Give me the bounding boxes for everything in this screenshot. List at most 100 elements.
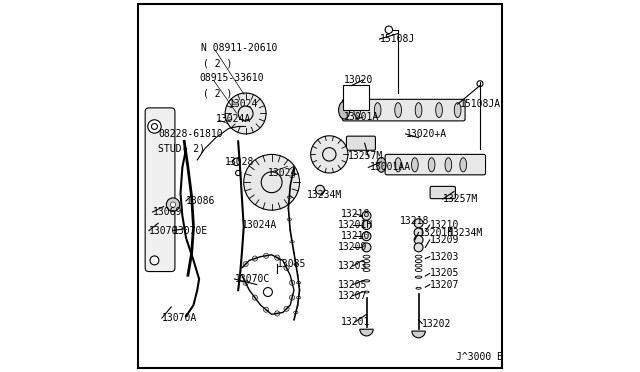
Ellipse shape	[412, 158, 418, 172]
Text: 13209: 13209	[338, 243, 367, 252]
Circle shape	[477, 81, 483, 87]
Ellipse shape	[363, 264, 370, 267]
Circle shape	[225, 93, 266, 134]
Text: 08228-61810: 08228-61810	[158, 129, 223, 139]
Text: 13218: 13218	[400, 217, 429, 226]
Circle shape	[414, 219, 423, 228]
Ellipse shape	[290, 241, 294, 243]
Text: 13205: 13205	[338, 280, 367, 289]
Text: 13203: 13203	[429, 252, 459, 262]
Circle shape	[264, 253, 269, 259]
Ellipse shape	[415, 255, 422, 258]
Text: 13070E: 13070E	[173, 226, 208, 235]
Ellipse shape	[415, 276, 422, 278]
Text: 13069: 13069	[152, 207, 182, 217]
Ellipse shape	[415, 260, 422, 263]
Ellipse shape	[436, 103, 442, 118]
Circle shape	[284, 306, 289, 311]
Ellipse shape	[374, 103, 381, 118]
Text: 13020+A: 13020+A	[406, 129, 447, 139]
Ellipse shape	[170, 202, 175, 207]
Text: 13070: 13070	[149, 226, 179, 235]
Circle shape	[362, 211, 371, 220]
Text: STUD( 2): STUD( 2)	[158, 144, 205, 154]
Circle shape	[414, 243, 423, 252]
Text: 15108J: 15108J	[380, 34, 415, 44]
Text: 13201H: 13201H	[419, 228, 454, 237]
Text: 13218: 13218	[340, 209, 370, 219]
Ellipse shape	[395, 158, 401, 172]
Text: 13205: 13205	[429, 269, 459, 278]
Ellipse shape	[290, 176, 294, 178]
Text: 13070A: 13070A	[162, 313, 197, 323]
Circle shape	[252, 256, 257, 261]
Circle shape	[243, 280, 248, 285]
Ellipse shape	[363, 255, 370, 258]
Ellipse shape	[415, 264, 422, 267]
Circle shape	[150, 256, 159, 265]
Ellipse shape	[416, 287, 421, 289]
Text: 13201: 13201	[340, 317, 370, 327]
FancyBboxPatch shape	[346, 136, 376, 150]
Ellipse shape	[364, 291, 369, 293]
Ellipse shape	[296, 296, 301, 299]
Ellipse shape	[354, 103, 360, 118]
Ellipse shape	[415, 103, 422, 118]
Ellipse shape	[296, 282, 301, 284]
FancyBboxPatch shape	[145, 108, 175, 272]
Text: 13234M: 13234M	[449, 228, 484, 237]
Ellipse shape	[287, 196, 292, 198]
Circle shape	[244, 154, 300, 210]
Circle shape	[284, 265, 289, 270]
Text: 08915-33610: 08915-33610	[199, 73, 264, 83]
Circle shape	[148, 120, 161, 133]
Ellipse shape	[395, 103, 401, 118]
Ellipse shape	[339, 101, 349, 119]
Text: 13024A: 13024A	[242, 220, 277, 230]
Text: 13257M: 13257M	[443, 194, 478, 204]
Circle shape	[252, 295, 257, 300]
FancyBboxPatch shape	[385, 154, 486, 175]
Circle shape	[385, 26, 392, 33]
Text: 13207: 13207	[338, 291, 367, 301]
Circle shape	[414, 235, 423, 244]
Circle shape	[275, 255, 280, 260]
Circle shape	[414, 228, 423, 237]
Circle shape	[243, 262, 248, 267]
Text: 13001A: 13001A	[344, 112, 380, 122]
Ellipse shape	[428, 158, 435, 172]
Text: 13024: 13024	[229, 99, 258, 109]
Circle shape	[289, 280, 294, 285]
Text: 13210: 13210	[429, 220, 459, 230]
Text: 13085: 13085	[277, 259, 307, 269]
Text: 13070C: 13070C	[234, 274, 269, 284]
Circle shape	[362, 243, 371, 252]
Circle shape	[316, 185, 324, 194]
FancyBboxPatch shape	[430, 186, 456, 199]
Text: 13257M: 13257M	[348, 151, 383, 161]
Text: 15108JA: 15108JA	[460, 99, 500, 109]
Text: 13020: 13020	[344, 75, 374, 85]
Ellipse shape	[454, 103, 461, 118]
Ellipse shape	[294, 311, 298, 314]
Ellipse shape	[363, 260, 370, 263]
Text: ( 2 ): ( 2 )	[203, 58, 232, 68]
Ellipse shape	[363, 269, 370, 272]
Ellipse shape	[377, 157, 386, 172]
Circle shape	[166, 198, 180, 211]
Circle shape	[232, 158, 240, 166]
Text: 13202: 13202	[422, 319, 452, 328]
Text: 13209: 13209	[429, 235, 459, 245]
Circle shape	[362, 221, 371, 230]
Ellipse shape	[294, 263, 298, 265]
Text: 13234M: 13234M	[307, 190, 342, 200]
Text: 13203: 13203	[338, 261, 367, 271]
Ellipse shape	[445, 158, 452, 172]
Text: 13086: 13086	[186, 196, 216, 206]
Circle shape	[264, 288, 273, 296]
Ellipse shape	[415, 269, 422, 272]
Text: 13028: 13028	[225, 157, 255, 167]
Text: N 08911-20610: N 08911-20610	[201, 44, 277, 53]
Text: 13201H: 13201H	[338, 220, 373, 230]
Text: 13024: 13024	[268, 168, 298, 178]
